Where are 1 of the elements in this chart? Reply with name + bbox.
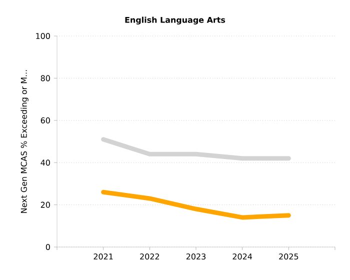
line-series (101, 190, 291, 220)
